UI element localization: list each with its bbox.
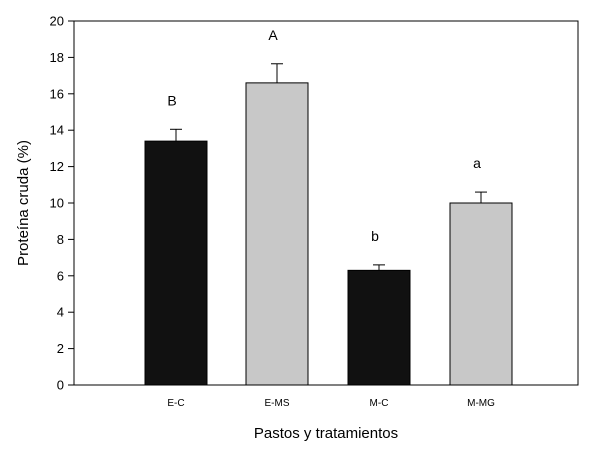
y-tick-label: 10 xyxy=(50,196,64,211)
y-tick-label: 2 xyxy=(57,341,64,356)
x-axis-title: Pastos y tratamientos xyxy=(254,425,398,442)
x-tick-label: M-MG xyxy=(467,398,495,409)
bar-m-c xyxy=(347,269,411,386)
bars: B Ab a xyxy=(144,27,513,386)
x-tick-label: E-MS xyxy=(265,398,290,409)
bar-e-c xyxy=(144,140,208,386)
x-axis: E-C E-MS M-C M-MG xyxy=(167,398,495,409)
y-tick-label: 6 xyxy=(57,268,64,283)
y-tick-label: 12 xyxy=(50,159,64,174)
x-tick-label: E-C xyxy=(167,398,184,409)
significance-letter: B xyxy=(167,92,176,108)
y-axis-title: Proteína cruda (%) xyxy=(15,140,32,266)
y-tick-label: 8 xyxy=(57,232,64,247)
y-tick-label: 14 xyxy=(50,123,64,138)
significance-letter: a xyxy=(473,155,481,171)
significance-letter: b xyxy=(371,228,379,244)
y-tick-label: 0 xyxy=(57,378,64,393)
bar-e-ms xyxy=(245,82,309,386)
y-tick-label: 16 xyxy=(50,86,64,101)
bar-m-mg xyxy=(449,202,513,386)
y-axis: 0 2 4 6 8 10 12 14 16 18 20 xyxy=(50,14,74,393)
y-tick-label: 18 xyxy=(50,50,64,65)
x-tick-label: M-C xyxy=(370,398,389,409)
significance-letter: A xyxy=(268,27,278,43)
y-tick-label: 4 xyxy=(57,305,64,320)
y-tick-label: 20 xyxy=(50,14,64,29)
